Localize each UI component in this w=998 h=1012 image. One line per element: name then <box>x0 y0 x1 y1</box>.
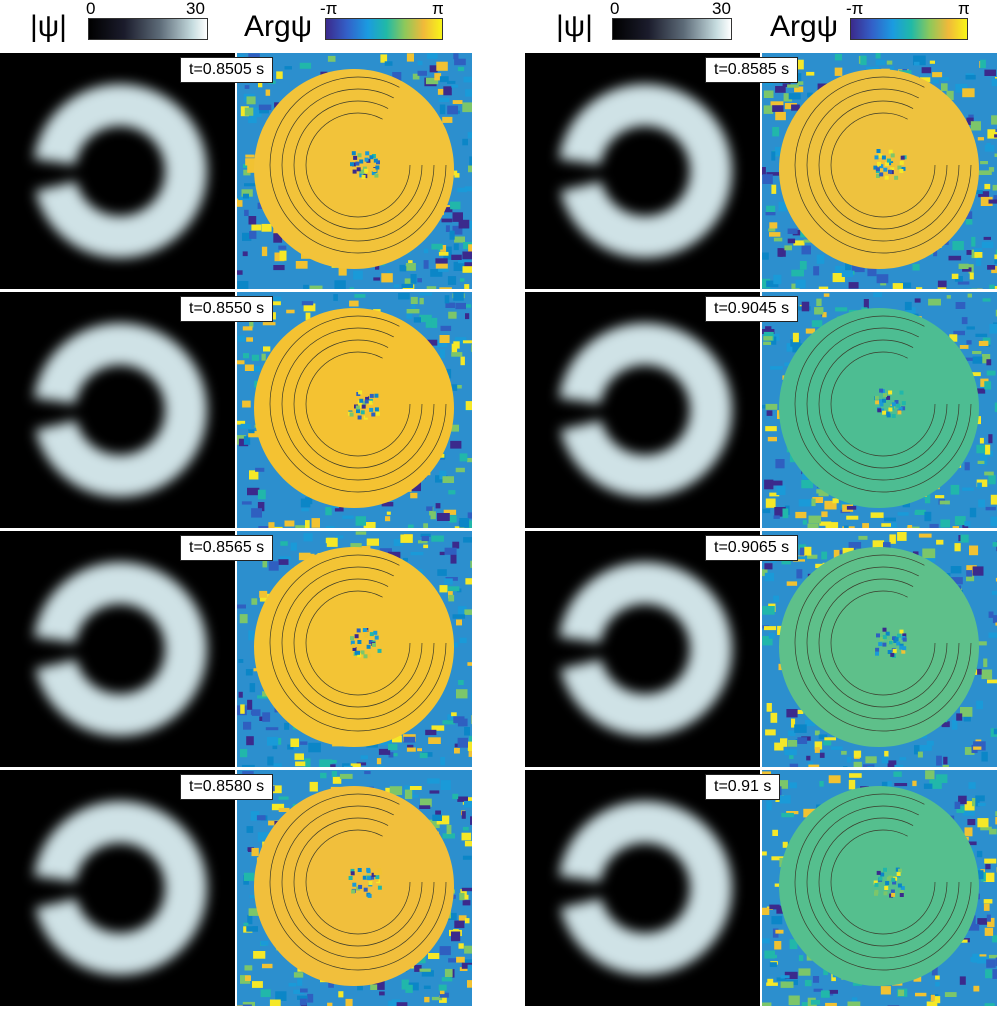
stream-line <box>269 76 447 254</box>
frame-panel: t=0.8585 s <box>525 53 997 289</box>
stream-line <box>293 100 423 230</box>
time-label: t=0.9065 s <box>705 535 799 561</box>
stream-line <box>281 805 435 959</box>
stream-line <box>818 817 948 947</box>
magnitude-label: |ψ| <box>556 10 593 43</box>
density-ring <box>33 562 207 736</box>
magnitude-panel <box>525 770 761 1006</box>
phase-max-label: π <box>432 0 444 18</box>
phase-label: Argψ <box>244 10 313 43</box>
stream-line <box>293 578 423 708</box>
magnitude-panel <box>0 53 236 289</box>
frame-panel: t=0.8505 s <box>0 53 472 289</box>
stream-line <box>293 339 423 469</box>
frame-panel: t=0.9065 s <box>525 531 997 767</box>
frame-panel: t=0.8565 s <box>0 531 472 767</box>
phase-panel <box>761 53 997 289</box>
phase-panel <box>761 292 997 528</box>
density-ring <box>558 323 732 497</box>
stream-line <box>305 590 411 696</box>
magnitude-panel <box>0 292 236 528</box>
magnitude-min-label: 0 <box>610 0 620 18</box>
time-label: t=0.9045 s <box>705 296 799 322</box>
stream-line <box>794 793 972 971</box>
stream-line <box>806 566 960 720</box>
phase-panel <box>761 770 997 1006</box>
frame-image <box>525 53 997 289</box>
phase-panel <box>761 531 997 767</box>
stream-line <box>830 590 936 696</box>
magnitude-panel <box>525 531 761 767</box>
frame-image <box>0 53 472 289</box>
stream-line <box>818 578 948 708</box>
frame-image <box>525 292 997 528</box>
frame-image <box>525 531 997 767</box>
stream-line <box>305 112 411 218</box>
phase-max-label: π <box>958 0 970 18</box>
stream-line <box>281 88 435 242</box>
stream-line <box>818 100 948 230</box>
magnitude-panel <box>525 53 761 289</box>
phase-colorbar <box>325 18 443 40</box>
density-ring <box>33 84 207 258</box>
magnitude-panel <box>0 770 236 1006</box>
stream-line <box>806 327 960 481</box>
phase-disk <box>779 547 979 747</box>
phase-min-label: -π <box>320 0 338 18</box>
stream-line <box>269 315 447 493</box>
frame-panel: t=0.91 s <box>525 770 997 1006</box>
stream-line <box>281 566 435 720</box>
time-label: t=0.8585 s <box>705 57 799 83</box>
stream-line <box>794 554 972 732</box>
density-ring <box>33 801 207 975</box>
magnitude-label: |ψ| <box>30 10 67 43</box>
time-label: t=0.8580 s <box>180 774 274 800</box>
frame-panel: t=0.8550 s <box>0 292 472 528</box>
frame-image <box>0 292 472 528</box>
stream-line <box>806 805 960 959</box>
phase-disk <box>254 69 454 269</box>
magnitude-min-label: 0 <box>86 0 96 18</box>
stream-line <box>830 351 936 457</box>
magnitude-panel <box>0 531 236 767</box>
time-label: t=0.8505 s <box>180 57 274 83</box>
stream-line <box>305 829 411 935</box>
density-ring <box>33 323 207 497</box>
stream-line <box>830 112 936 218</box>
stream-line <box>269 554 447 732</box>
stream-line <box>305 351 411 457</box>
stream-line <box>818 339 948 469</box>
stream-line <box>830 829 936 935</box>
frame-image <box>525 770 997 1006</box>
phase-panel <box>236 292 472 528</box>
magnitude-panel <box>525 292 761 528</box>
phase-colorbar <box>850 18 968 40</box>
stream-line <box>293 817 423 947</box>
stream-line <box>794 315 972 493</box>
magnitude-max-label: 30 <box>712 0 731 18</box>
phase-panel <box>236 53 472 289</box>
phase-panel <box>236 770 472 1006</box>
stream-line <box>281 327 435 481</box>
frame-panel: t=0.8580 s <box>0 770 472 1006</box>
phase-disk <box>779 786 979 986</box>
phase-label: Argψ <box>770 10 839 43</box>
stream-line <box>806 88 960 242</box>
frame-image <box>0 531 472 767</box>
density-ring <box>558 562 732 736</box>
frame-image <box>0 770 472 1006</box>
phase-min-label: -π <box>846 0 864 18</box>
time-label: t=0.8565 s <box>180 535 274 561</box>
frame-panel: t=0.9045 s <box>525 292 997 528</box>
magnitude-max-label: 30 <box>186 0 205 18</box>
magnitude-colorbar <box>88 18 208 40</box>
density-ring <box>558 84 732 258</box>
stream-line <box>794 76 972 254</box>
magnitude-colorbar <box>612 18 732 40</box>
phase-panel <box>236 531 472 767</box>
stream-line <box>269 793 447 971</box>
density-ring <box>558 801 732 975</box>
time-label: t=0.91 s <box>705 774 781 800</box>
time-label: t=0.8550 s <box>180 296 274 322</box>
